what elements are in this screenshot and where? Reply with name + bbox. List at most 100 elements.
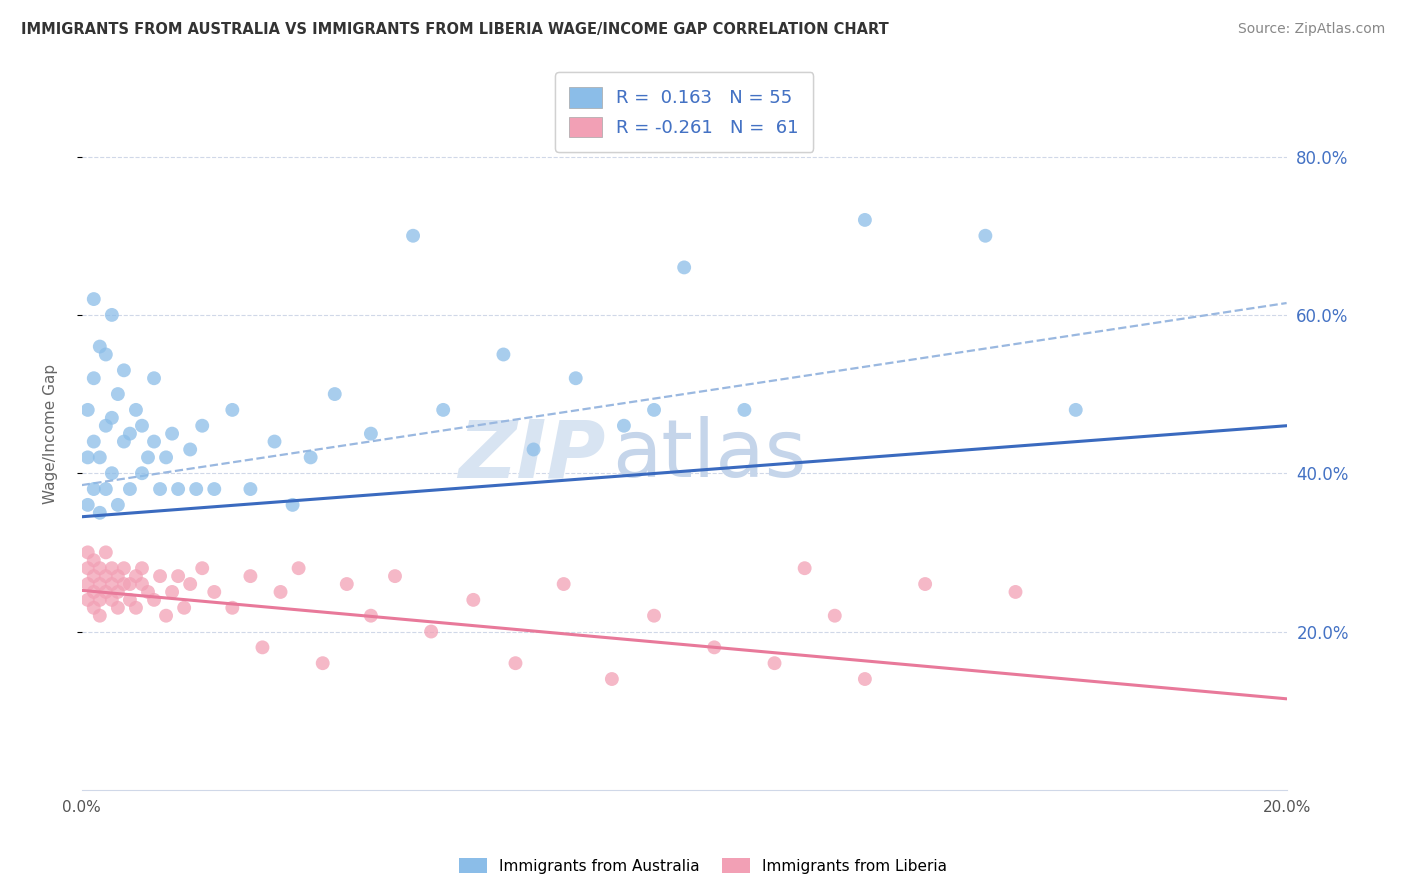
Point xyxy=(131,561,153,575)
Point xyxy=(118,577,141,591)
Text: atlas: atlas xyxy=(612,416,806,494)
Point xyxy=(76,592,98,607)
Point xyxy=(89,506,111,520)
Point xyxy=(112,577,135,591)
Point xyxy=(76,450,98,465)
Point xyxy=(853,672,876,686)
Point xyxy=(101,410,124,425)
Point xyxy=(1064,403,1087,417)
Point xyxy=(167,482,190,496)
Point xyxy=(160,585,183,599)
Point xyxy=(143,434,166,449)
Point xyxy=(733,403,755,417)
Point xyxy=(432,403,454,417)
Point xyxy=(384,569,406,583)
Point xyxy=(83,434,105,449)
Point xyxy=(239,482,262,496)
Text: ZIP: ZIP xyxy=(458,416,606,494)
Point xyxy=(1004,585,1026,599)
Point xyxy=(83,553,105,567)
Point xyxy=(89,592,111,607)
Point xyxy=(118,426,141,441)
Point xyxy=(643,403,665,417)
Point xyxy=(202,585,225,599)
Point xyxy=(89,577,111,591)
Point xyxy=(101,561,124,575)
Point xyxy=(76,561,98,575)
Point xyxy=(643,608,665,623)
Point xyxy=(252,640,274,655)
Point xyxy=(221,403,243,417)
Point xyxy=(94,569,117,583)
Point xyxy=(83,371,105,385)
Point xyxy=(179,442,201,457)
Point xyxy=(914,577,936,591)
Point xyxy=(76,545,98,559)
Point xyxy=(673,260,696,275)
Point xyxy=(118,592,141,607)
Point xyxy=(149,482,172,496)
Point xyxy=(125,600,148,615)
Point xyxy=(492,347,515,361)
Point xyxy=(270,585,292,599)
Point xyxy=(107,387,129,401)
Point xyxy=(83,569,105,583)
Point xyxy=(131,577,153,591)
Point xyxy=(824,608,846,623)
Point xyxy=(505,656,527,670)
Point xyxy=(107,600,129,615)
Point xyxy=(360,608,382,623)
Point xyxy=(101,467,124,481)
Point xyxy=(125,569,148,583)
Point xyxy=(136,450,159,465)
Point xyxy=(155,608,177,623)
Text: Source: ZipAtlas.com: Source: ZipAtlas.com xyxy=(1237,22,1385,37)
Point xyxy=(360,426,382,441)
Point xyxy=(89,561,111,575)
Point xyxy=(89,340,111,354)
Point xyxy=(191,418,214,433)
Point xyxy=(101,308,124,322)
Point xyxy=(974,228,997,243)
Point xyxy=(186,482,208,496)
Point xyxy=(101,592,124,607)
Point xyxy=(281,498,304,512)
Legend: Immigrants from Australia, Immigrants from Liberia: Immigrants from Australia, Immigrants fr… xyxy=(453,852,953,880)
Point xyxy=(136,585,159,599)
Point xyxy=(94,347,117,361)
Point xyxy=(112,363,135,377)
Point xyxy=(143,592,166,607)
Point xyxy=(191,561,214,575)
Point xyxy=(336,577,359,591)
Point xyxy=(763,656,786,670)
Point xyxy=(793,561,815,575)
Point xyxy=(107,585,129,599)
Point xyxy=(118,482,141,496)
Point xyxy=(76,577,98,591)
Point xyxy=(522,442,544,457)
Point xyxy=(112,434,135,449)
Point xyxy=(173,600,195,615)
Point xyxy=(613,418,636,433)
Point xyxy=(83,292,105,306)
Point xyxy=(703,640,725,655)
Point xyxy=(402,228,425,243)
Legend: R =  0.163   N = 55, R = -0.261   N =  61: R = 0.163 N = 55, R = -0.261 N = 61 xyxy=(555,72,813,152)
Point xyxy=(564,371,586,385)
Point xyxy=(299,450,322,465)
Point xyxy=(107,569,129,583)
Point xyxy=(239,569,262,583)
Point xyxy=(323,387,346,401)
Point xyxy=(83,482,105,496)
Point xyxy=(463,592,485,607)
Point xyxy=(107,498,129,512)
Point xyxy=(94,585,117,599)
Point xyxy=(131,418,153,433)
Point xyxy=(101,577,124,591)
Point xyxy=(76,498,98,512)
Point xyxy=(287,561,309,575)
Point xyxy=(143,371,166,385)
Point xyxy=(89,450,111,465)
Point xyxy=(149,569,172,583)
Point xyxy=(155,450,177,465)
